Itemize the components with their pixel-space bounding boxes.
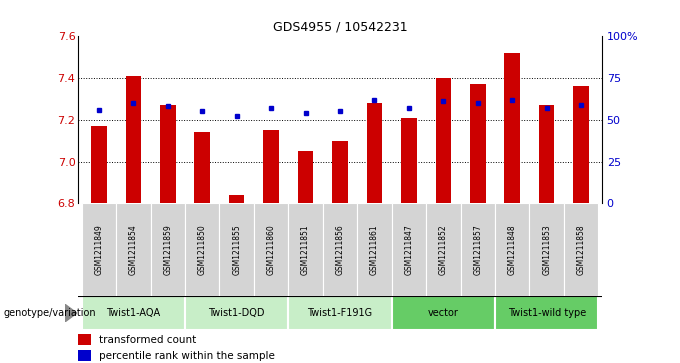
Bar bbox=[333, 140, 347, 203]
Bar bbox=[288, 203, 323, 296]
Bar bbox=[530, 203, 564, 296]
Bar bbox=[298, 151, 313, 203]
Bar bbox=[323, 203, 357, 296]
Text: GSM1211856: GSM1211856 bbox=[335, 224, 345, 275]
Bar bbox=[91, 126, 107, 203]
Bar bbox=[254, 203, 288, 296]
Bar bbox=[185, 296, 288, 330]
Bar bbox=[401, 118, 417, 203]
Text: GSM1211855: GSM1211855 bbox=[232, 224, 241, 275]
Text: Twist1-wild type: Twist1-wild type bbox=[507, 308, 585, 318]
Bar bbox=[78, 334, 91, 346]
Bar bbox=[82, 296, 185, 330]
Text: GSM1211847: GSM1211847 bbox=[405, 224, 413, 275]
Text: GSM1211850: GSM1211850 bbox=[198, 224, 207, 275]
Bar bbox=[126, 76, 141, 203]
Bar bbox=[185, 203, 220, 296]
Text: Twist1-F191G: Twist1-F191G bbox=[307, 308, 373, 318]
Bar bbox=[392, 296, 495, 330]
Bar bbox=[436, 78, 451, 203]
Text: vector: vector bbox=[428, 308, 459, 318]
Bar bbox=[357, 203, 392, 296]
Bar bbox=[426, 203, 460, 296]
Bar bbox=[367, 103, 382, 203]
Text: GSM1211848: GSM1211848 bbox=[508, 224, 517, 275]
Text: GSM1211854: GSM1211854 bbox=[129, 224, 138, 275]
Text: transformed count: transformed count bbox=[99, 335, 197, 345]
Text: GSM1211861: GSM1211861 bbox=[370, 224, 379, 275]
Bar bbox=[78, 350, 91, 362]
Bar bbox=[263, 130, 279, 203]
Text: Twist1-AQA: Twist1-AQA bbox=[106, 308, 160, 318]
Bar bbox=[460, 203, 495, 296]
Bar bbox=[150, 203, 185, 296]
Bar bbox=[495, 203, 530, 296]
Text: GSM1211852: GSM1211852 bbox=[439, 224, 448, 275]
Bar bbox=[564, 203, 598, 296]
Text: GSM1211853: GSM1211853 bbox=[542, 224, 551, 275]
Bar bbox=[505, 53, 520, 203]
Bar bbox=[573, 86, 589, 203]
Polygon shape bbox=[65, 304, 77, 322]
Bar bbox=[116, 203, 150, 296]
Text: GSM1211851: GSM1211851 bbox=[301, 224, 310, 275]
Bar bbox=[539, 105, 554, 203]
Text: GSM1211859: GSM1211859 bbox=[163, 224, 172, 275]
Bar bbox=[495, 296, 598, 330]
Bar bbox=[288, 296, 392, 330]
Bar bbox=[229, 195, 244, 203]
Title: GDS4955 / 10542231: GDS4955 / 10542231 bbox=[273, 21, 407, 34]
Text: GSM1211858: GSM1211858 bbox=[577, 224, 585, 275]
Bar bbox=[82, 203, 116, 296]
Text: Twist1-DQD: Twist1-DQD bbox=[208, 308, 265, 318]
Text: percentile rank within the sample: percentile rank within the sample bbox=[99, 351, 275, 361]
Bar bbox=[160, 105, 175, 203]
Bar bbox=[220, 203, 254, 296]
Bar bbox=[392, 203, 426, 296]
Text: GSM1211860: GSM1211860 bbox=[267, 224, 275, 275]
Bar bbox=[470, 84, 486, 203]
Text: genotype/variation: genotype/variation bbox=[3, 308, 96, 318]
Text: GSM1211857: GSM1211857 bbox=[473, 224, 482, 275]
Bar bbox=[194, 132, 210, 203]
Text: GSM1211849: GSM1211849 bbox=[95, 224, 103, 275]
